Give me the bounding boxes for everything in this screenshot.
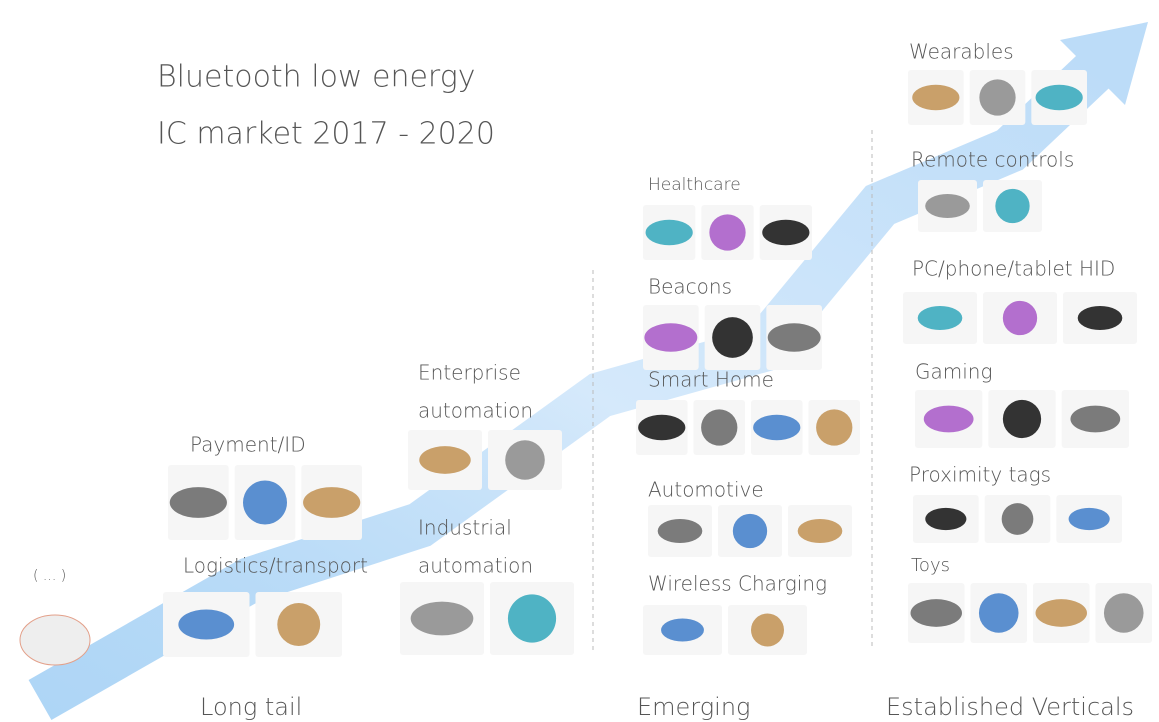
product-icon [1077,305,1123,331]
product-icon [638,414,686,441]
product-icon [277,603,321,646]
product-icon [1103,593,1144,633]
product-icon [419,446,471,474]
product-icon [303,487,361,518]
product-icon [505,440,545,480]
product-icon [978,593,1019,633]
product-icon [797,518,843,544]
product-icon [410,601,474,636]
product-icon [1002,399,1042,439]
growth-arrow [28,48,1116,720]
product-icon [1068,507,1110,531]
category-label: Wearables [909,40,1014,64]
product-icon [979,79,1016,116]
product-icon [912,84,960,111]
product-icon [661,618,704,642]
product-icon [762,219,810,246]
product-icon [1035,599,1087,627]
category-label: automation [418,399,533,423]
product-icon [995,188,1030,224]
category-label: Proximity tags [909,463,1051,487]
category-label: Payment/ID [190,433,306,457]
product-icon [1002,300,1038,336]
product-icon [917,305,963,331]
section-label: Long tail [200,693,302,721]
category-label: Wireless Charging [648,572,827,596]
product-icon [169,487,227,518]
product-icon [925,193,970,219]
product-icon [645,219,693,246]
product-icon [1001,503,1034,535]
product-icon [701,409,738,446]
product-icon [732,513,768,549]
product-icon [767,323,821,352]
product-icon [644,323,698,352]
product-icon [910,599,962,627]
category-label: Healthcare [648,175,741,195]
product-icon [753,414,801,441]
category-label: Toys [911,555,950,576]
category-label: Remote controls [911,148,1074,172]
category-label: Industrial [418,516,512,540]
category-label: automation [418,554,533,578]
product-icon [712,317,753,358]
product-icon [751,613,784,647]
other-label: ( ... ) [33,568,66,584]
product-icon [709,214,746,251]
product-icon [19,614,91,666]
product-icon [1035,84,1083,111]
product-icon [243,480,287,525]
product-icon [1070,405,1121,433]
section-label: Established Verticals [886,693,1134,721]
category-label: Automotive [648,478,764,502]
product-icon [816,409,853,446]
category-label: Smart Home [648,368,774,392]
title-line: Bluetooth low energy [157,60,476,95]
product-icon [507,594,557,643]
category-label: Logistics/transport [183,554,368,578]
category-label: PC/phone/tablet HID [912,257,1115,281]
product-icon [925,507,967,531]
product-icon [923,405,974,433]
title-line: IC market 2017 - 2020 [157,117,495,152]
product-icon [178,609,235,640]
arrow-head [1060,22,1148,105]
section-label: Emerging [637,693,750,721]
category-label: Enterprise [418,361,521,385]
product-icon [657,518,703,544]
category-label: Gaming [915,360,992,384]
category-label: Beacons [648,275,732,299]
